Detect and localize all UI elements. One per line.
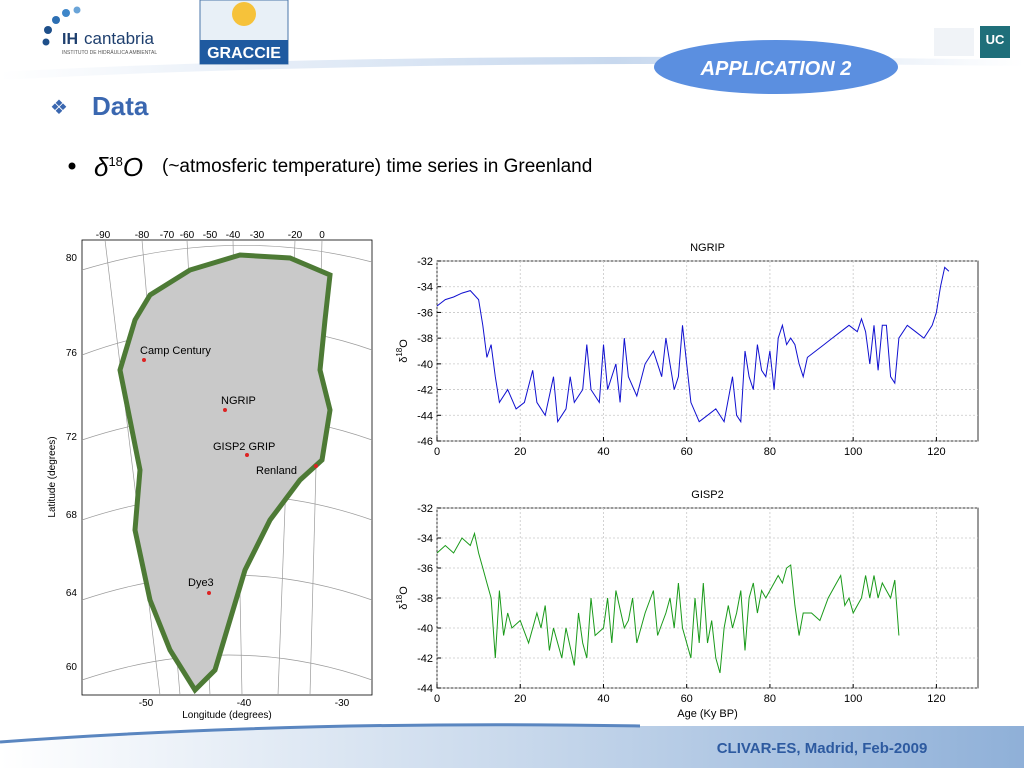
map-tick-label: -30	[335, 698, 350, 709]
y-tick-label: -38	[417, 593, 433, 605]
site-label: Dye3	[188, 577, 214, 589]
site-label: Renland	[256, 465, 297, 477]
x-tick-label: 60	[681, 446, 693, 458]
x-axis-label: Age (Ky BP)	[677, 708, 738, 720]
y-tick-label: -44	[417, 683, 433, 695]
logo-text: GRACCIE	[207, 45, 281, 62]
y-tick-label: -42	[417, 653, 433, 665]
section-bullet: ❖	[50, 97, 68, 119]
x-tick-label: 100	[844, 446, 862, 458]
badge-text: APPLICATION 2	[700, 58, 852, 80]
y-tick-label: -38	[417, 333, 433, 345]
y-tick-label: -40	[417, 623, 433, 635]
y-tick-label: -40	[417, 359, 433, 371]
x-tick-label: 20	[514, 446, 526, 458]
y-tick-label: -32	[417, 256, 433, 268]
map-tick-label: 60	[66, 662, 78, 673]
symbol: δ	[398, 604, 410, 610]
superscript: 18	[395, 347, 404, 356]
bullet-symbol: δ18O	[94, 152, 143, 182]
map-ticks: -90 -80 -70 -60 -50 -40 -30 -20 0 -50 -40 -30 80 76 72…	[66, 230, 350, 709]
map-tick-label: -40	[237, 698, 252, 709]
map-xlabel: Longitude (degrees)	[182, 710, 272, 721]
chart-title: NGRIP	[690, 242, 725, 254]
superscript: 18	[108, 154, 122, 169]
greenland	[117, 252, 333, 694]
x-tick-label: 20	[514, 693, 526, 705]
footer-text: CLIVAR-ES, Madrid, Feb-2009	[717, 740, 928, 757]
y-axis-label: δ18O	[395, 586, 410, 610]
logo-ih: IH cantabria INSTITUTO DE HIDRÁULICA AMB…	[42, 6, 157, 56]
symbol: δ	[398, 357, 410, 363]
map-tick-label: -90	[96, 230, 111, 241]
logo-uc: UC	[934, 26, 1010, 58]
x-tick-label: 60	[681, 693, 693, 705]
map-tick-label: 76	[66, 348, 78, 359]
x-tick-label: 0	[434, 446, 440, 458]
x-tick-label: 40	[597, 446, 609, 458]
superscript: 18	[395, 594, 404, 603]
charts: -32-34-36-38-40-42-44-460 20 40 60 80 100 120N…	[395, 242, 979, 720]
y-tick-label: -36	[417, 307, 433, 319]
y-tick-label: -34	[417, 282, 433, 294]
map-tick-label: 72	[66, 432, 78, 443]
y-tick-label: -36	[417, 563, 433, 575]
badge	[654, 40, 898, 94]
data-line	[436, 266, 950, 424]
y-tick-label: -34	[417, 533, 433, 545]
map-tick-label: -30	[250, 230, 265, 241]
y-tick-label: -46	[417, 436, 433, 448]
logo-graccie: GRACCIE	[199, 0, 289, 65]
site-label: Camp Century	[140, 345, 211, 357]
footer-line	[0, 723, 641, 744]
letter: O	[398, 586, 410, 595]
map-tick-label: -20	[288, 230, 303, 241]
map-tick-label: -50	[139, 698, 154, 709]
y-axis-label: δ18O	[395, 339, 410, 363]
site-label: GISP2 GRIP	[213, 441, 275, 453]
map-tick-label: 0	[319, 230, 325, 241]
map-ylabel: Latitude (degrees)	[47, 436, 58, 517]
y-tick-label: -44	[417, 410, 433, 422]
section-title: Data	[92, 91, 149, 121]
x-tick-label: 40	[597, 693, 609, 705]
plot-area	[436, 260, 979, 442]
map-tick-label: 68	[66, 510, 78, 521]
bullet-text: (~atmosferic temperature) time series in…	[162, 156, 592, 177]
map-tick-label: -60	[180, 230, 195, 241]
data-line	[436, 531, 900, 674]
x-tick-label: 80	[764, 693, 776, 705]
bullet-dot	[68, 162, 76, 170]
x-tick-label: 120	[927, 693, 945, 705]
map-tick-label: -40	[226, 230, 241, 241]
logo-text: IH	[62, 31, 78, 48]
letter: O	[398, 339, 410, 348]
y-tick-label: -32	[417, 503, 433, 515]
letter: O	[123, 152, 143, 182]
logo-subtext: INSTITUTO DE HIDRÁULICA AMBIENTAL	[62, 49, 157, 56]
map-tick-label: -50	[203, 230, 218, 241]
x-tick-label: 120	[927, 446, 945, 458]
map-tick-label: 64	[66, 588, 78, 599]
site-label: NGRIP	[221, 395, 256, 407]
symbol: δ	[94, 152, 109, 182]
logo-text: cantabria	[84, 29, 154, 48]
logo-text: UC	[986, 32, 1005, 47]
x-tick-label: 100	[844, 693, 862, 705]
map: -90 -80 -70 -60 -50 -40 -30 -20 0 -50 -40 -30 80 76 72…	[47, 230, 373, 721]
x-tick-label: 0	[434, 693, 440, 705]
site-markers	[142, 358, 318, 595]
map-tick-label: 80	[66, 253, 78, 264]
footer-band	[0, 724, 1024, 768]
map-tick-label: -80	[135, 230, 150, 241]
y-tick-label: -42	[417, 385, 433, 397]
map-tick-label: -70	[160, 230, 175, 241]
chart-title: GISP2	[691, 489, 723, 501]
x-tick-label: 80	[764, 446, 776, 458]
